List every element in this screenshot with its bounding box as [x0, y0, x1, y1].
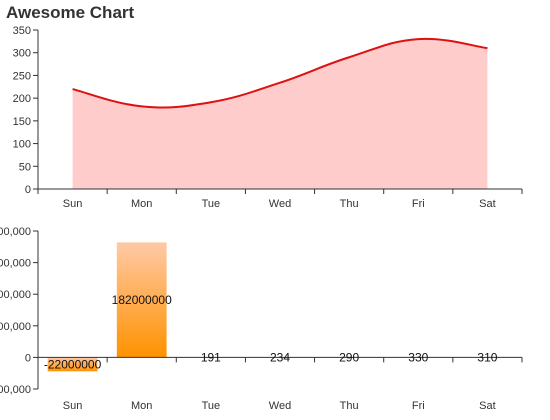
area-fill: [72, 38, 488, 190]
bar-mon: [116, 242, 167, 358]
bar-y-tick-label: -50,000,000: [0, 384, 31, 396]
bar-x-tick-label: Wed: [269, 400, 291, 412]
area-x-tick-label: Fri: [412, 198, 425, 210]
bar-y-tick-label: 0: [25, 352, 31, 364]
bar-x-tick-label: Thu: [340, 400, 359, 412]
area-x-tick-label: Sat: [479, 198, 496, 210]
bar-y-tick-label: 50,000,000: [0, 321, 31, 333]
bar-sun: [47, 357, 98, 372]
bar-data-label: 330: [408, 350, 428, 364]
area-x-tick-label: Mon: [131, 198, 152, 210]
bar-x-tick-label: Sat: [479, 400, 496, 412]
chart-title: Awesome Chart: [6, 3, 135, 22]
bar-y-tick-label: 150,000,000: [0, 258, 31, 270]
area-y-tick-label: 300: [13, 48, 31, 60]
bar-y-tick-label: 100,000,000: [0, 289, 31, 301]
area-y-tick-label: 0: [25, 184, 31, 196]
area-y-tick-label: 100: [13, 139, 31, 151]
bar-y-tick-label: 200,000,000: [0, 226, 31, 238]
area-y-tick-label: 50: [19, 161, 31, 173]
bar-data-label: 191: [201, 350, 221, 364]
area-x-tick-label: Tue: [202, 198, 221, 210]
area-y-tick-label: 350: [13, 25, 31, 37]
area-x-tick-label: Thu: [340, 198, 359, 210]
bar-x-tick-label: Mon: [131, 400, 152, 412]
bar-data-label: 182000000: [112, 293, 172, 307]
bar-data-label: 310: [477, 350, 497, 364]
area-y-tick-label: 250: [13, 70, 31, 82]
bar-chart: -50,000,000 0 50,000,000 100,000,000 150,000…: [0, 226, 523, 412]
bar-data-label: -22000000: [44, 357, 102, 371]
bar-x-tick-label: Sun: [63, 400, 83, 412]
area-x-tick-label: Wed: [269, 198, 291, 210]
area-x-tick-label: Sun: [63, 198, 83, 210]
area-y-tick-label: 150: [13, 116, 31, 128]
area-chart: 0 50 100 150 200 250 300 350 Sun Mon Tue Wed Thu Fri S…: [13, 25, 523, 210]
bar-x-tick-label: Fri: [412, 400, 425, 412]
area-y-tick-label: 200: [13, 93, 31, 105]
bar-x-tick-label: Tue: [202, 400, 221, 412]
bar-data-label: 234: [270, 350, 290, 364]
bar-data-label: 290: [339, 350, 359, 364]
